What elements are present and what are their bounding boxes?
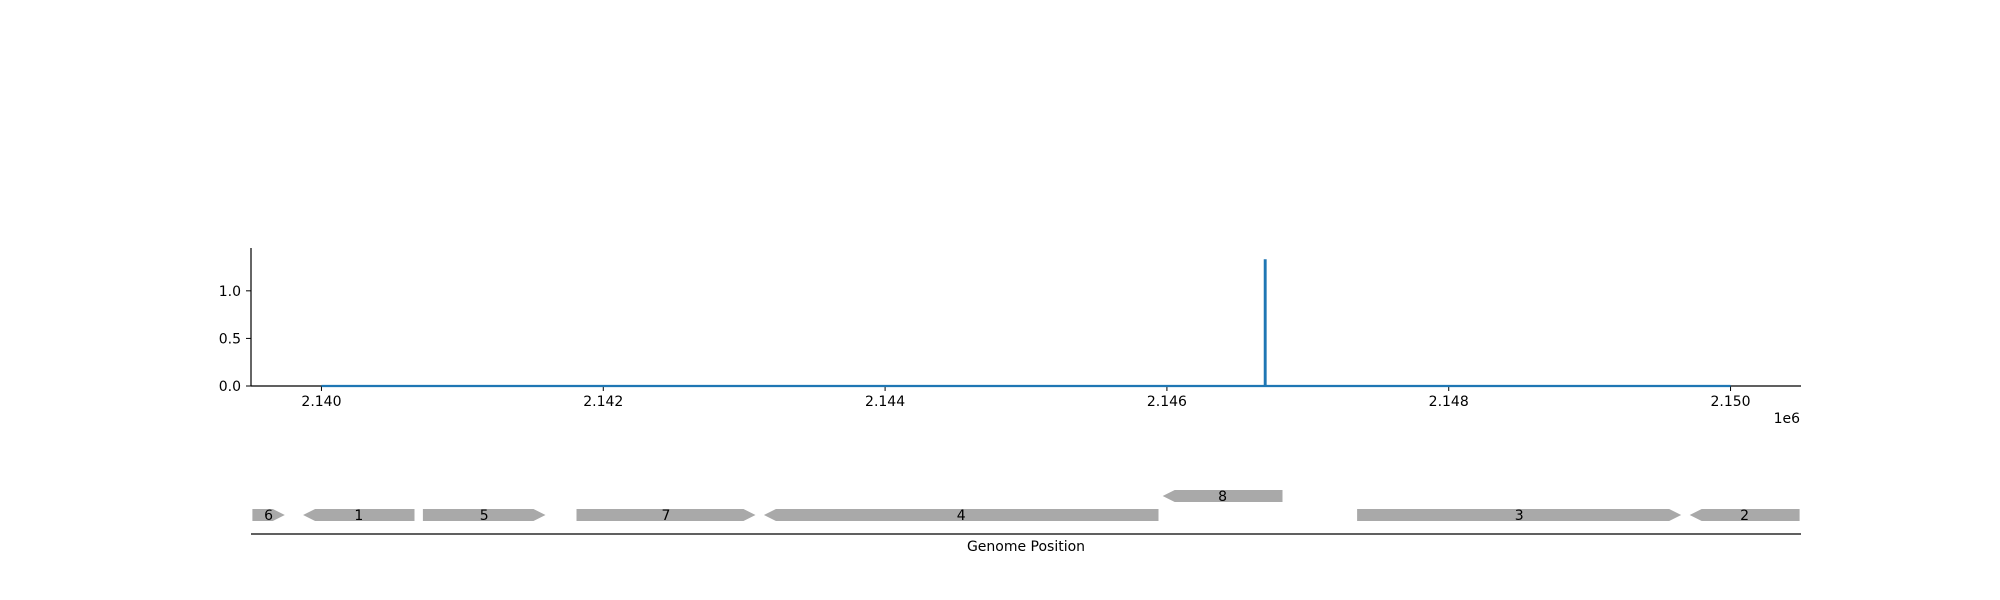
gene-label: 7 xyxy=(662,508,671,524)
gene-map: 6 1 5 7 4 8 3 2 Genome Position xyxy=(251,489,1801,555)
x-tick-label: 2.146 xyxy=(1147,394,1187,410)
gene-8: 8 xyxy=(1162,489,1283,505)
x-tick-label: 2.144 xyxy=(865,394,905,410)
gene-4: 4 xyxy=(763,508,1159,524)
gene-arrow xyxy=(422,509,546,521)
x-offset-label: 1e6 xyxy=(1774,411,1801,427)
gene-7: 7 xyxy=(576,508,756,524)
x-tick-label: 2.142 xyxy=(583,394,623,410)
gene-1: 1 xyxy=(303,508,415,524)
x-ticks: 2.140 2.142 2.144 2.146 2.148 2.150 xyxy=(301,386,1751,410)
gene-2: 2 xyxy=(1689,508,1800,524)
gene-arrow xyxy=(1162,490,1283,502)
y-ticks: 0.0 0.5 1.0 xyxy=(219,284,251,395)
gene-5: 5 xyxy=(422,508,546,524)
gene-6: 6 xyxy=(252,508,285,524)
gene-arrow xyxy=(252,509,285,521)
gene-arrow xyxy=(1689,509,1800,521)
gene-label: 4 xyxy=(957,508,966,524)
gene-label: 5 xyxy=(480,508,489,524)
gene-arrow xyxy=(1357,509,1682,521)
y-tick-label: 0.0 xyxy=(219,379,241,395)
gene-arrow xyxy=(763,509,1159,521)
gene-label: 3 xyxy=(1515,508,1524,524)
gene-arrow xyxy=(576,509,756,521)
y-tick-label: 1.0 xyxy=(219,284,241,300)
gene-label: 2 xyxy=(1740,508,1749,524)
gene-label: 1 xyxy=(354,508,363,524)
coverage-plot: 0.0 0.5 1.0 2.140 2.142 2.144 2.146 2.148 2.150… xyxy=(219,248,1801,427)
gene-arrow xyxy=(303,509,415,521)
gene-label: 6 xyxy=(264,508,273,524)
gene-map-xlabel: Genome Position xyxy=(967,539,1085,555)
gene-track: 6 1 5 7 4 8 3 2 xyxy=(252,489,1800,524)
x-tick-label: 2.140 xyxy=(301,394,341,410)
x-tick-label: 2.150 xyxy=(1710,394,1750,410)
x-tick-label: 2.148 xyxy=(1429,394,1469,410)
gene-label: 8 xyxy=(1218,489,1227,505)
series-layer xyxy=(321,259,1731,388)
y-tick-label: 0.5 xyxy=(219,331,241,347)
gene-3: 3 xyxy=(1357,508,1682,524)
series-line xyxy=(321,259,1731,388)
